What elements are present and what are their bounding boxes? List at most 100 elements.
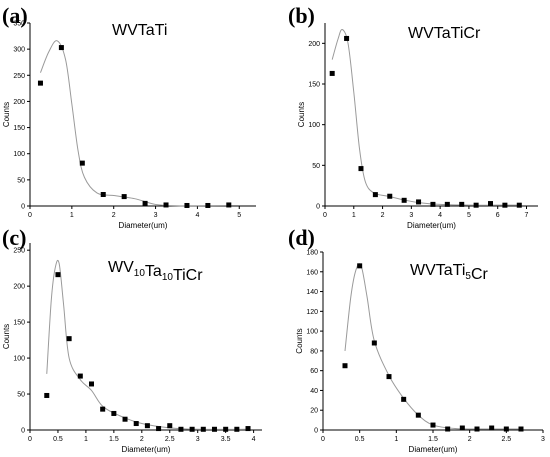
data-point xyxy=(205,202,211,208)
data-point xyxy=(200,426,206,432)
data-point xyxy=(79,160,85,166)
data-point xyxy=(445,426,451,432)
x-tick-label: 1 xyxy=(352,212,356,219)
x-tick-label: 2.5 xyxy=(165,436,175,443)
y-tick-label: 40 xyxy=(310,388,318,395)
data-point xyxy=(342,363,348,369)
panel-label: (b) xyxy=(288,3,315,28)
y-axis-label: Counts xyxy=(2,102,11,127)
panel-title: WVTaTi5Cr xyxy=(410,262,489,283)
data-point xyxy=(371,340,377,346)
data-point xyxy=(66,336,72,342)
y-axis-label: Counts xyxy=(297,102,306,127)
x-tick-label: 6 xyxy=(496,212,500,219)
y-tick-label: 200 xyxy=(308,41,320,48)
panel-d: 0 0.5 1 1.5 2 2.5 3 0 20 40 60 80 100 120 140 160 180 Dia… xyxy=(288,225,545,454)
data-point xyxy=(358,166,364,172)
y-tick-label: 200 xyxy=(13,99,25,106)
y-tick-label: 150 xyxy=(308,82,320,89)
data-point xyxy=(386,374,392,380)
y-axis-label: Counts xyxy=(2,324,11,349)
x-axis-label: Diameter(um) xyxy=(119,221,168,230)
y-tick-label: 80 xyxy=(310,348,318,355)
data-point xyxy=(226,202,232,208)
y-tick-label: 250 xyxy=(13,73,25,80)
y-tick-label: 60 xyxy=(310,368,318,375)
fit-curve xyxy=(46,259,249,430)
data-point xyxy=(77,373,83,379)
data-point xyxy=(459,201,465,207)
data-point xyxy=(344,35,350,41)
data-point xyxy=(430,422,436,428)
panel-label: (a) xyxy=(2,3,28,28)
data-point xyxy=(88,381,94,387)
data-point xyxy=(488,201,494,207)
x-tick-label: 5 xyxy=(467,212,471,219)
panel-title: WVTaTiCr xyxy=(408,25,481,42)
y-tick-label: 350 xyxy=(13,21,25,28)
data-point xyxy=(357,263,363,269)
data-point xyxy=(163,202,169,208)
x-tick-label: 2 xyxy=(112,212,116,219)
data-point xyxy=(37,80,43,86)
y-tick-label: 300 xyxy=(13,47,25,54)
data-point xyxy=(444,201,450,207)
data-point xyxy=(459,425,465,431)
data-point xyxy=(518,426,524,432)
x-axis-label: Diameter(um) xyxy=(407,221,456,230)
x-tick-label: 4 xyxy=(195,212,199,219)
x-tick-label: 0 xyxy=(28,212,32,219)
data-point xyxy=(211,426,217,432)
x-tick-label: 3 xyxy=(196,436,200,443)
data-point xyxy=(329,70,335,76)
x-tick-label: 4 xyxy=(438,212,442,219)
data-point xyxy=(100,191,106,197)
x-tick-label: 4 xyxy=(252,436,256,443)
y-tick-label: 20 xyxy=(310,408,318,415)
y-tick-label: 100 xyxy=(13,151,25,158)
x-tick-label: 0.5 xyxy=(53,436,63,443)
data-point xyxy=(167,423,173,429)
data-point xyxy=(234,426,240,432)
y-tick-label: 250 xyxy=(13,248,25,255)
x-tick-label: 1.5 xyxy=(109,436,119,443)
data-point xyxy=(156,426,162,432)
data-point xyxy=(473,202,479,208)
y-tick-label: 140 xyxy=(306,289,318,296)
fit-curve xyxy=(39,40,229,207)
x-tick-label: 2 xyxy=(140,436,144,443)
y-tick-label: 0 xyxy=(314,428,318,435)
x-tick-label: 2 xyxy=(381,212,385,219)
x-tick-label: 3 xyxy=(154,212,158,219)
data-point xyxy=(430,201,436,207)
y-tick-label: 120 xyxy=(306,309,318,316)
y-tick-label: 0 xyxy=(316,204,320,211)
panel-title: WV10Ta10TiCr xyxy=(108,259,203,284)
y-tick-label: 150 xyxy=(13,125,25,132)
data-point xyxy=(489,425,495,431)
data-point xyxy=(55,272,61,278)
data-point xyxy=(416,199,422,205)
x-tick-label: 7 xyxy=(525,212,529,219)
data-point xyxy=(189,426,195,432)
data-point xyxy=(401,197,407,203)
data-point xyxy=(372,192,378,198)
data-point xyxy=(401,396,407,402)
y-tick-label: 100 xyxy=(13,356,25,363)
x-tick-label: 1 xyxy=(70,212,74,219)
x-tick-label: 5 xyxy=(237,212,241,219)
data-point xyxy=(245,426,251,432)
data-point xyxy=(121,194,127,200)
data-point xyxy=(144,423,150,429)
y-tick-label: 0 xyxy=(21,204,25,211)
y-axis-label: Counts xyxy=(295,328,304,353)
x-tick-label: 2 xyxy=(468,436,472,443)
x-tick-label: 0 xyxy=(28,436,32,443)
y-tick-label: 100 xyxy=(306,329,318,336)
fit-curve xyxy=(344,263,522,430)
data-point xyxy=(58,45,64,51)
data-point xyxy=(100,406,106,412)
x-tick-label: 1.5 xyxy=(428,436,438,443)
x-axis-label: Diameter(um) xyxy=(122,445,171,454)
